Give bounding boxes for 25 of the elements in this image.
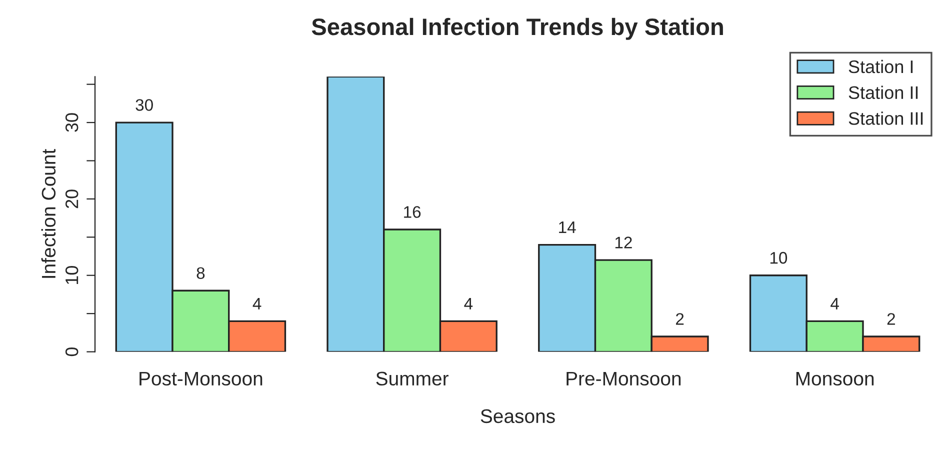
y-axis-title: Infection Count [41, 148, 56, 278]
y-tick-label: 20 [65, 190, 78, 208]
chart-title: Seasonal Infection Trends by Station [312, 18, 723, 40]
legend-label: Station I [848, 60, 913, 74]
data-label: 30 [136, 99, 153, 111]
data-label: 12 [615, 236, 632, 248]
data-label: 8 [196, 267, 205, 280]
y-tick-label: 10 [65, 266, 78, 284]
x-tick-label: Pre-Monsoon [566, 372, 681, 386]
data-label: 14 [559, 222, 576, 233]
legend-label: Station III [848, 112, 923, 125]
data-label: 16 [404, 206, 421, 218]
data-label: 2 [676, 313, 684, 325]
data-label: 4 [252, 298, 262, 310]
data-label: 4 [830, 298, 839, 310]
x-tick-label: Post-Monsoon [140, 372, 262, 386]
y-tick-label: 0 [65, 347, 78, 356]
data-label: 2 [887, 313, 895, 325]
x-tick-label: Summer [376, 372, 448, 386]
x-axis-title: Seasons [480, 409, 555, 424]
legend-label: Station II [848, 86, 918, 100]
y-tick-label: 30 [65, 113, 78, 132]
data-label: 10 [770, 252, 788, 264]
x-tick-label: Monsoon [796, 372, 874, 386]
data-label: 4 [464, 298, 473, 310]
